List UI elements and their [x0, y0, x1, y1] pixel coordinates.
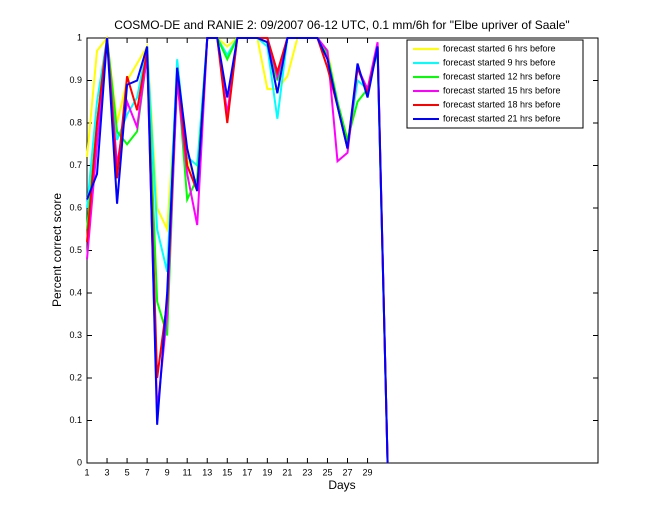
x-tick-label: 3 — [105, 467, 110, 477]
x-tick-label: 29 — [363, 467, 373, 477]
y-tick-label: 0.9 — [69, 75, 82, 85]
x-tick-label: 15 — [222, 467, 232, 477]
legend-label: forecast started 6 hrs before — [443, 43, 556, 53]
x-tick-label: 23 — [302, 467, 312, 477]
x-tick-label: 19 — [262, 467, 272, 477]
x-axis-label: Days — [328, 478, 355, 492]
x-tick-label: 13 — [202, 467, 212, 477]
x-tick-label: 21 — [282, 467, 292, 477]
y-tick-label: 0.8 — [69, 117, 82, 127]
y-axis-label: Percent correct score — [50, 193, 64, 307]
y-tick-label: 1 — [77, 32, 82, 42]
y-tick-label: 0.3 — [69, 330, 82, 340]
legend-label: forecast started 12 hrs before — [443, 71, 561, 81]
chart-title: COSMO-DE and RANIE 2: 09/2007 06-12 UTC,… — [114, 18, 569, 32]
x-tick-label: 9 — [165, 467, 170, 477]
x-tick-label: 7 — [145, 467, 150, 477]
legend-label: forecast started 18 hrs before — [443, 99, 561, 109]
legend-label: forecast started 9 hrs before — [443, 57, 556, 67]
x-tick-label: 27 — [343, 467, 353, 477]
legend-label: forecast started 15 hrs before — [443, 85, 561, 95]
y-tick-label: 0.5 — [69, 245, 82, 255]
series-line — [86, 37, 389, 464]
y-tick-label: 0.7 — [69, 160, 82, 170]
y-tick-label: 0.2 — [69, 372, 82, 382]
x-tick-label: 5 — [125, 467, 130, 477]
legend-box — [406, 39, 584, 129]
legend-label: forecast started 21 hrs before — [443, 113, 561, 123]
y-tick-label: 0.6 — [69, 202, 82, 212]
y-tick-label: 0 — [77, 457, 82, 467]
y-tick-label: 0.1 — [69, 415, 82, 425]
x-tick-label: 25 — [322, 467, 332, 477]
x-tick-label: 11 — [183, 467, 192, 477]
x-tick-label: 17 — [242, 467, 252, 477]
x-tick-label: 1 — [84, 467, 89, 477]
y-tick-label: 0.4 — [69, 287, 82, 297]
